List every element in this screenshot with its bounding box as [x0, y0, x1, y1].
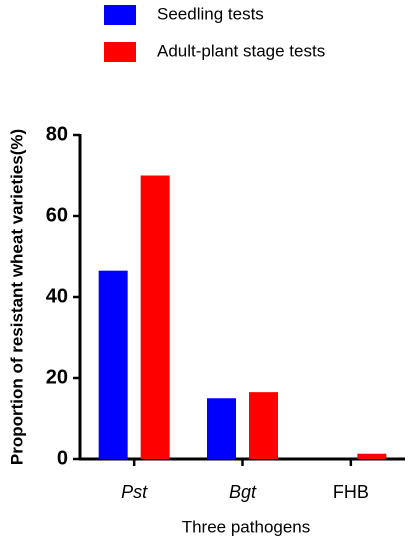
- bar: [207, 398, 236, 459]
- legend-label: Seedling tests: [157, 4, 264, 23]
- bar: [357, 453, 387, 459]
- x-axis-label: Three pathogens: [182, 517, 311, 536]
- y-tick-label: 20: [46, 366, 68, 388]
- legend-swatch: [104, 42, 136, 62]
- bar: [140, 175, 170, 459]
- y-tick-label: 80: [46, 123, 68, 145]
- y-axis-label: Proportion of resistant wheat varieties(…: [7, 129, 26, 465]
- legend-swatch: [104, 5, 136, 25]
- legend-label: Adult-plant stage tests: [157, 41, 325, 60]
- x-tick-label: FHB: [333, 482, 369, 502]
- x-tick-label: Bgt: [229, 482, 257, 502]
- y-tick-label: 0: [57, 447, 68, 469]
- bar: [249, 392, 278, 459]
- x-tick-label: Pst: [121, 482, 148, 502]
- y-tick-label: 60: [46, 204, 68, 226]
- y-tick-label: 40: [46, 285, 68, 307]
- bar: [98, 270, 128, 459]
